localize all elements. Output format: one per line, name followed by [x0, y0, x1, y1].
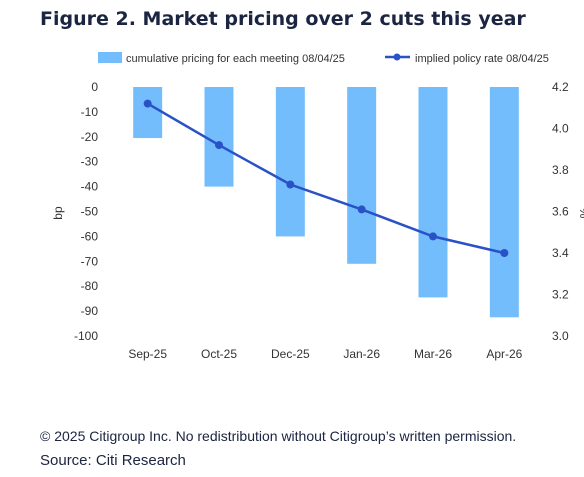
x-axis-ticks: Sep-25 Oct-25 Dec-25 Jan-26 Mar-26 Apr-26 [128, 347, 522, 361]
right-tick-label: 4.0 [552, 122, 569, 136]
line-series [143, 99, 509, 257]
right-tick-label: 4.2 [552, 80, 569, 94]
legend-bar-swatch [98, 52, 122, 63]
y-axis-label: bp [51, 206, 65, 220]
x-tick-label: Sep-25 [128, 347, 167, 361]
left-tick-label: -20 [81, 130, 99, 144]
bar-apr-26 [489, 87, 519, 318]
bar-sep-25 [133, 87, 163, 139]
line-point-jan-26 [357, 205, 366, 214]
x-tick-label: Apr-26 [486, 347, 522, 361]
line-point-mar-26 [429, 232, 437, 241]
right-tick-label: 3.8 [552, 163, 569, 177]
left-tick-label: -80 [81, 279, 99, 293]
x-tick-label: Mar-26 [414, 347, 452, 361]
implied-rate-line [147, 102, 505, 255]
line-point-apr-26 [500, 249, 509, 257]
copyright-note: © 2025 Citigroup Inc. No redistribution … [40, 428, 517, 444]
bar-series [133, 87, 519, 318]
chart-title: Figure 2. Market pricing over 2 cuts thi… [40, 8, 526, 30]
line-point-dec-25 [286, 180, 295, 189]
left-tick-label: -100 [74, 329, 98, 343]
left-tick-label: -90 [81, 304, 99, 318]
x-tick-label: Dec-25 [271, 347, 310, 361]
left-axis-ticks: 0 -10 -20 -30 -40 -50 -60 -70 -80 -90 -100 [74, 80, 98, 343]
x-tick-label: Jan-26 [343, 347, 380, 361]
bar-jan-26 [347, 87, 377, 264]
legend-bar-label: cumulative pricing for each meeting 08/0… [126, 53, 345, 65]
left-tick-label: 0 [91, 80, 98, 94]
right-axis-ticks: 4.2 4.0 3.8 3.6 3.4 3.2 3.0 [552, 80, 569, 343]
right-tick-label: 3.6 [552, 205, 569, 219]
left-tick-label: -70 [81, 254, 99, 268]
bar-dec-25 [275, 87, 305, 237]
line-point-sep-25 [143, 99, 152, 108]
line-point-oct-25 [215, 141, 223, 150]
source-note: Source: Citi Research [40, 452, 186, 469]
legend-line-label: implied policy rate 08/04/25 [415, 53, 549, 65]
left-tick-label: -30 [81, 155, 99, 169]
left-tick-label: -50 [81, 205, 99, 219]
left-tick-label: -40 [81, 180, 99, 194]
right-tick-label: 3.0 [552, 329, 569, 343]
bar-oct-25 [204, 87, 234, 187]
legend-line-marker [393, 53, 401, 61]
left-tick-label: -10 [81, 105, 99, 119]
left-tick-label: -60 [81, 229, 99, 243]
right-tick-label: 3.4 [552, 246, 569, 260]
y2-axis-label: % [577, 208, 584, 219]
x-tick-label: Oct-25 [201, 347, 237, 361]
bar-mar-26 [418, 87, 448, 298]
combo-chart: cumulative pricing for each meeting 08/0… [51, 52, 584, 361]
right-tick-label: 3.2 [552, 288, 569, 302]
legend: cumulative pricing for each meeting 08/0… [98, 52, 549, 65]
